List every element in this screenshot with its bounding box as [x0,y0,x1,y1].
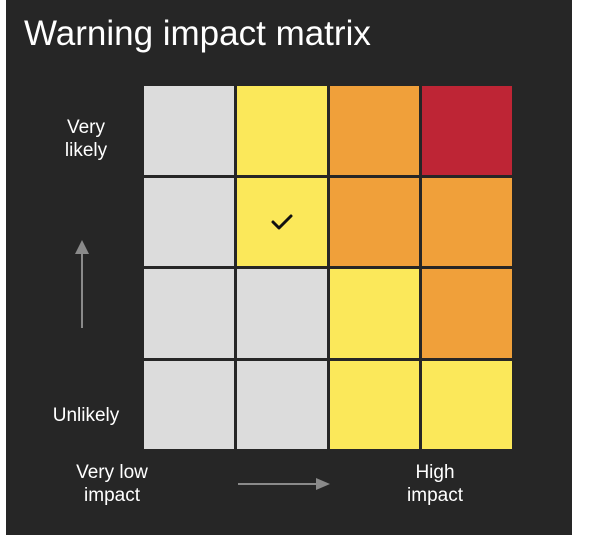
matrix-cell-r1-c4 [422,86,512,175]
matrix-cell-r3-c4 [422,269,512,358]
matrix-cell-r4-c2 [236,360,327,449]
high-impact-label: High impact [392,461,478,507]
matrix-cell-r1-c1 [144,86,234,175]
high-impact-label-line1: High [415,462,455,483]
high-impact-label-line2: impact [407,485,463,506]
matrix-cell-r2-c3 [329,177,420,266]
matrix-cell-r3-c1 [144,269,234,358]
matrix-cell-r3-c3 [329,269,420,358]
matrix-cell-r4-c3 [329,360,420,449]
likelihood-arrow-icon [75,240,89,328]
matrix-cell-r4-c4 [422,360,512,449]
very-low-impact-label-line1: Very low [76,462,148,483]
very-low-impact-label-line2: impact [84,485,140,506]
check-icon [271,214,293,230]
very-low-impact-label: Very low impact [60,461,164,507]
matrix-cell-r2-c4 [422,177,512,266]
matrix-cell-r2-c2 [236,177,327,266]
matrix-cell-r1-c2 [236,86,327,175]
matrix-cell-r2-c1 [144,177,234,266]
very-likely-label-line1: Very [66,117,106,138]
very-likely-label: Very likely [50,116,122,162]
impact-arrow-icon [238,478,330,490]
very-likely-label-line2: likely [64,140,108,161]
unlikely-label: Unlikely [52,405,120,426]
matrix-cell-r3-c2 [236,269,327,358]
impact-matrix-grid [144,86,512,449]
matrix-cell-r1-c3 [329,86,420,175]
page-title: Warning impact matrix [24,14,371,53]
matrix-cell-r4-c1 [144,360,234,449]
matrix-panel: Warning impact matrix Very likely Unlike… [6,0,572,535]
